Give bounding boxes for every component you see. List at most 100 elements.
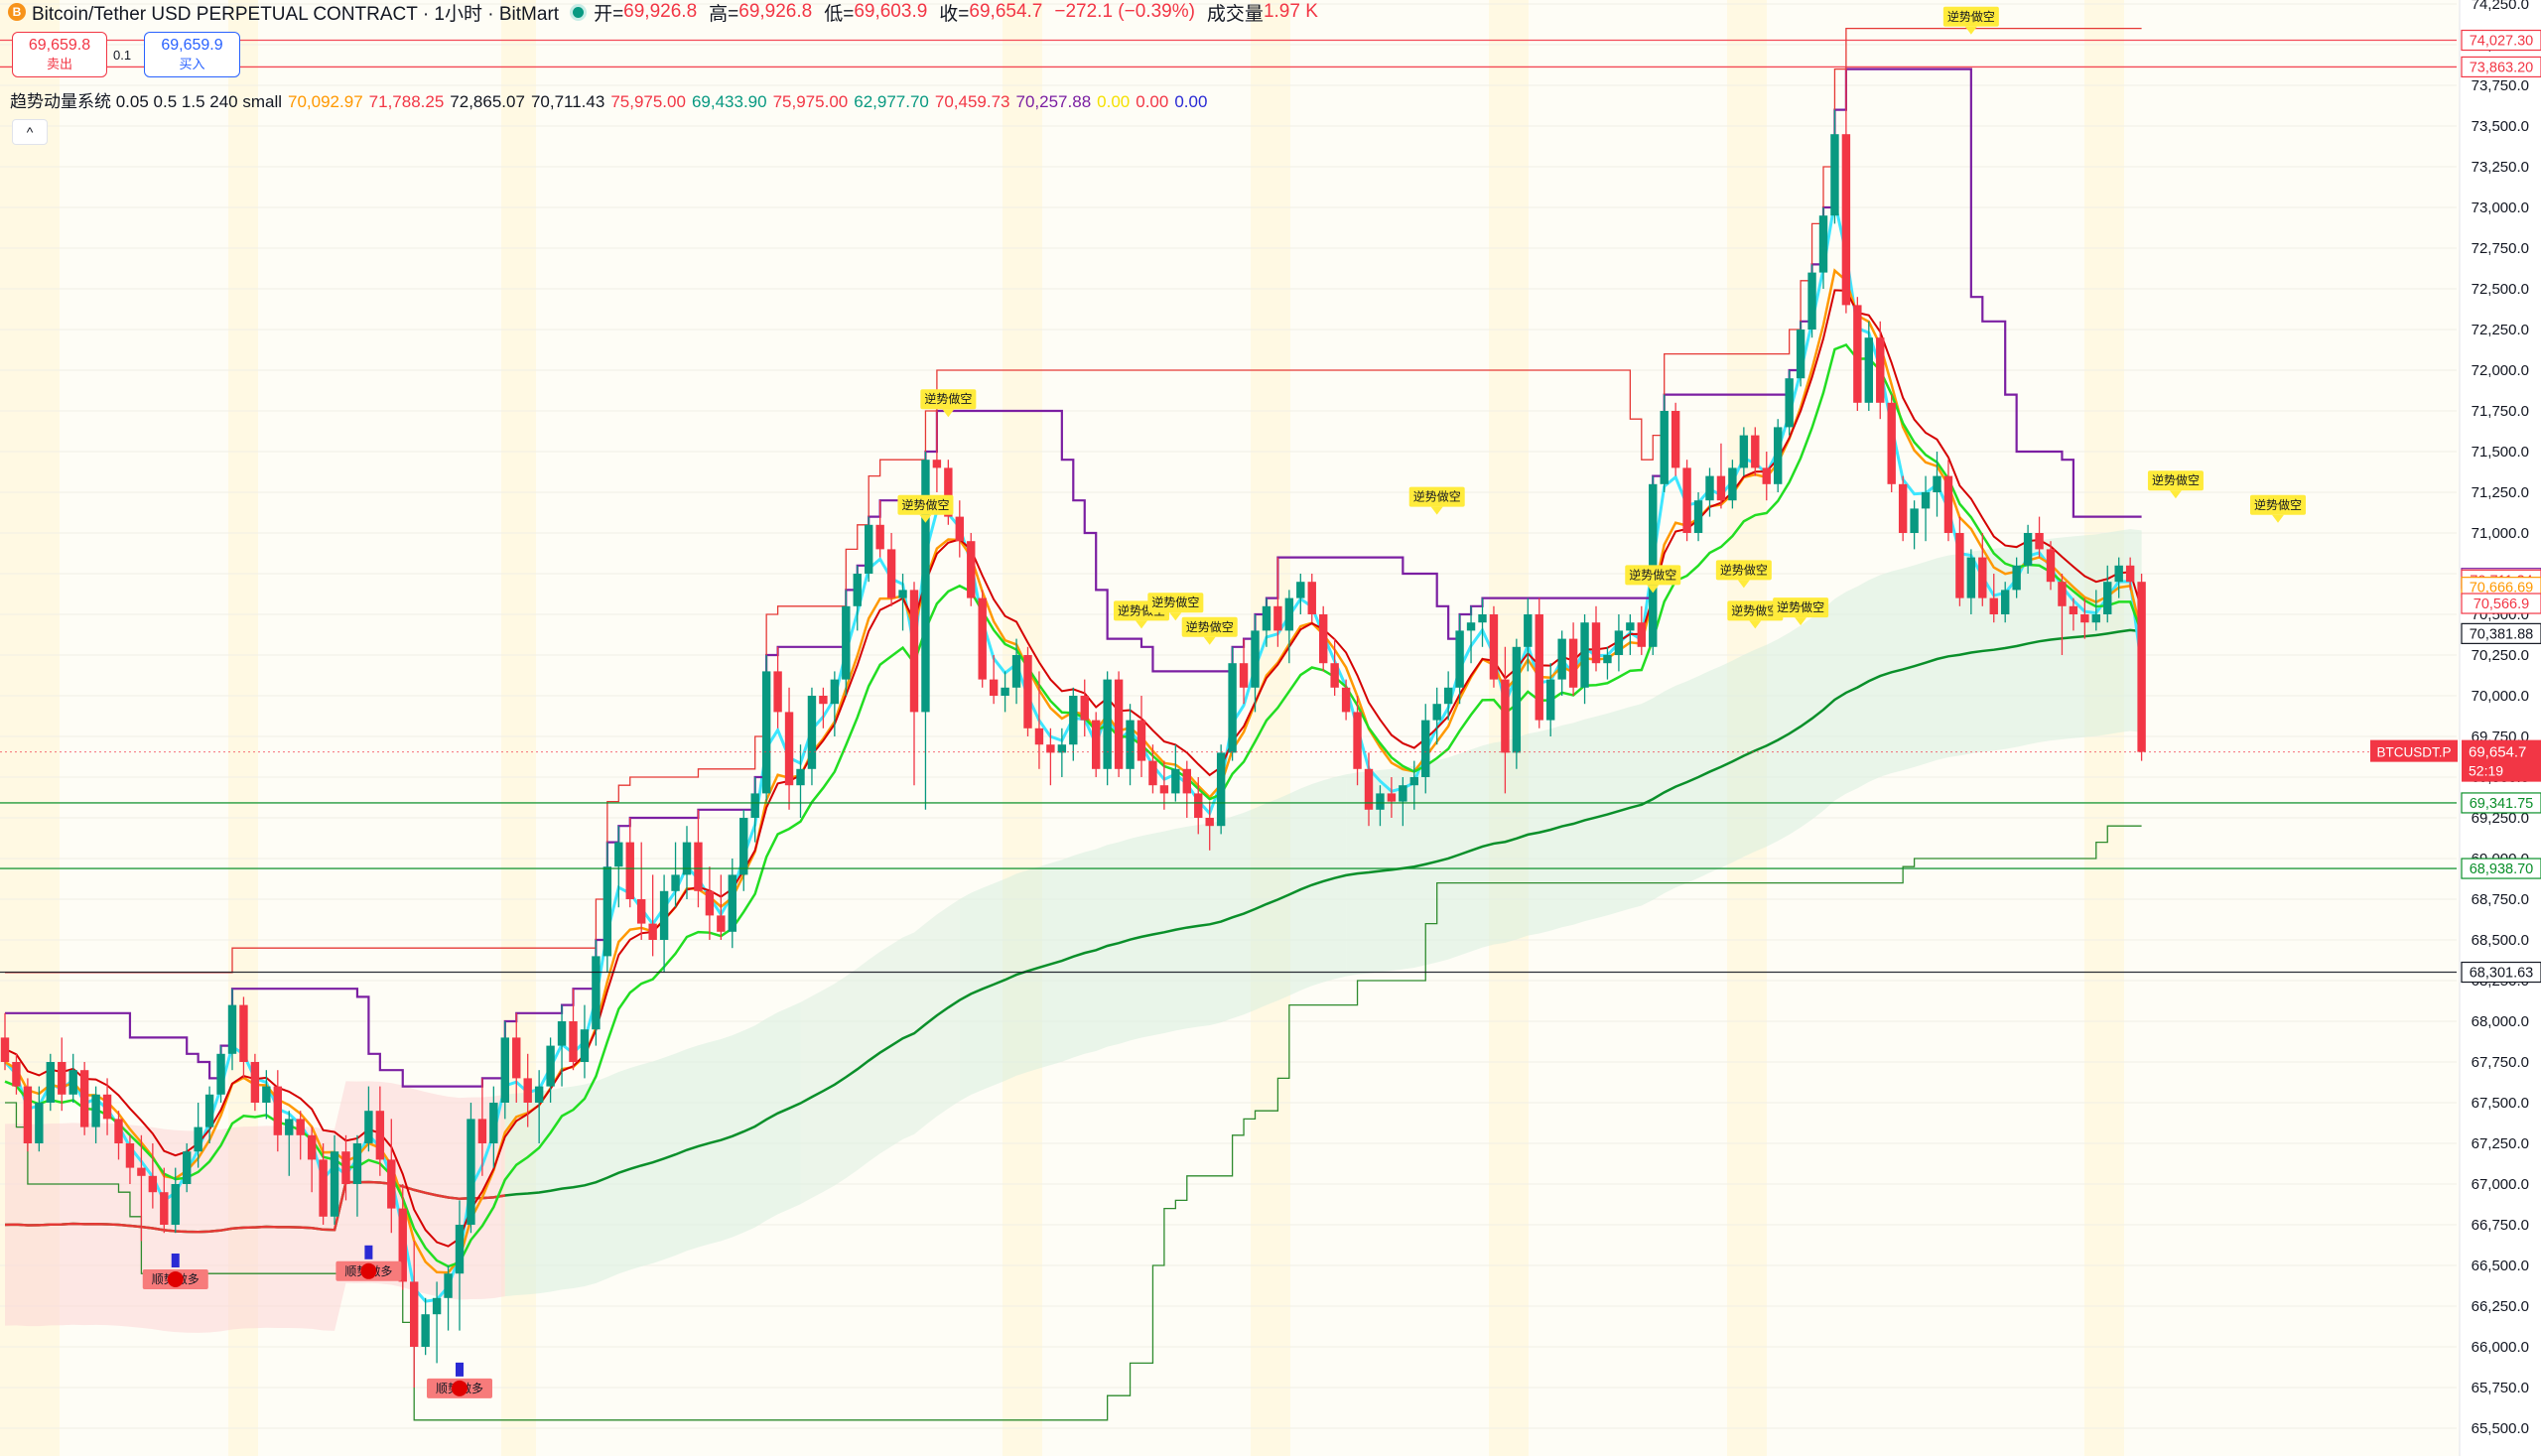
candle-body	[2001, 590, 2010, 614]
buy-button[interactable]: 69,659.9 买入	[144, 32, 240, 77]
price-tick-label: 71,000.0	[2472, 525, 2529, 542]
open-label: 开=	[594, 3, 624, 25]
candle-body	[410, 1281, 419, 1347]
sell-signal-pointer	[1737, 580, 1750, 589]
sell-signal-pointer	[1964, 26, 1977, 35]
candle-body	[1989, 597, 1998, 614]
sell-signal-label-box	[1625, 565, 1681, 586]
candle-body	[0, 1037, 10, 1062]
candle-body	[2012, 565, 2021, 591]
price-tick-label: 71,500.0	[2472, 444, 2529, 461]
volume-label: 成交量	[1206, 3, 1264, 25]
candle-body	[682, 842, 692, 875]
indicator-value: 70,459.73	[934, 92, 1010, 111]
collapse-chevron-icon[interactable]: ^	[12, 119, 48, 145]
candle-body	[398, 1208, 407, 1282]
price-tick-label: 66,500.0	[2472, 1257, 2529, 1274]
resistance-step-line	[5, 27, 2142, 974]
sell-button[interactable]: 69,659.8 卖出	[12, 32, 107, 77]
sell-signal-pointer	[1203, 636, 1216, 645]
candle-body	[1478, 614, 1487, 623]
price-tick-label: 73,000.0	[2472, 199, 2529, 216]
candle-body	[2137, 582, 2146, 752]
high-value: 69,926.8	[738, 1, 813, 22]
sell-signal-label-box	[1715, 560, 1772, 581]
candle-body	[375, 1111, 385, 1160]
candle-body	[46, 1062, 55, 1103]
candle-body	[1512, 646, 1522, 753]
indicator-value: 70,711.43	[530, 92, 605, 111]
candle-body	[523, 1078, 532, 1103]
price-level-label: 68,301.63	[2470, 966, 2534, 982]
candle-body	[761, 671, 771, 794]
candle-body	[58, 1062, 67, 1095]
price-level-label: 68,938.70	[2470, 861, 2534, 877]
candle-body	[1364, 768, 1374, 810]
candle-body	[1660, 411, 1669, 484]
price-tick-label: 69,250.0	[2472, 810, 2529, 827]
price-tick-label: 65,750.0	[2472, 1380, 2529, 1396]
sell-signal-pointer	[2272, 514, 2284, 523]
sell-signal-pointer	[919, 514, 932, 523]
candle-body	[35, 1103, 44, 1143]
candle-body	[341, 1151, 350, 1184]
trend-midline-bear	[4, 1180, 506, 1234]
candle-body	[1807, 272, 1816, 330]
sell-signal-label-box	[2250, 494, 2306, 515]
candle-body	[1421, 720, 1430, 777]
buy-label: 买入	[179, 57, 205, 71]
candle-body	[512, 1037, 521, 1079]
candle-body	[865, 524, 873, 574]
sell-signal-pointer	[2169, 490, 2182, 499]
candle-body	[285, 1119, 294, 1135]
candle-body	[819, 696, 828, 705]
open-value: 69,926.8	[623, 1, 698, 22]
candle-body	[1466, 622, 1476, 631]
candle-body	[1864, 337, 1873, 403]
candle-body	[91, 1094, 100, 1127]
price-tick-label: 71,750.0	[2472, 403, 2529, 420]
candle-body	[1489, 614, 1499, 680]
candle-body	[1114, 679, 1124, 769]
candle-body	[1830, 134, 1839, 216]
candle-body	[886, 549, 896, 598]
symbol-title[interactable]: Bitcoin/Tether USD PERPETUAL CONTRACT · …	[32, 3, 560, 25]
candle-body	[1194, 793, 1203, 818]
sell-signal-pointer	[1795, 617, 1807, 626]
candle-body	[1330, 663, 1339, 688]
candle-body	[1001, 687, 1009, 696]
market-status-icon	[573, 6, 585, 18]
candle-body	[546, 1045, 555, 1087]
candle-body	[1103, 679, 1112, 769]
candle-body	[2091, 614, 2100, 623]
candle-body	[921, 460, 930, 713]
candle-body	[1341, 687, 1351, 713]
candle-body	[1943, 475, 1953, 533]
candle-body	[2046, 549, 2056, 583]
candle-body	[2035, 533, 2044, 550]
candle-body	[659, 890, 669, 940]
price-level-box	[2461, 593, 2541, 614]
candle-body	[307, 1134, 317, 1160]
price-tick-label: 68,500.0	[2472, 932, 2529, 949]
buy-signal-dot	[360, 1262, 377, 1279]
candle-body	[796, 768, 805, 786]
price-level-label: 70,666.69	[2470, 581, 2534, 596]
axis-background	[2460, 0, 2541, 1456]
candle-body	[1353, 712, 1362, 769]
candle-body	[1762, 467, 1771, 484]
candle-body	[102, 1094, 112, 1120]
candle-body	[909, 590, 919, 713]
candle-body	[932, 460, 942, 468]
candle-body	[1092, 720, 1101, 769]
candle-body	[1921, 492, 1931, 509]
candle-body	[444, 1273, 453, 1298]
price-tick-label: 70,250.0	[2472, 647, 2529, 664]
candlestick-series	[0, 68, 2146, 1388]
indicator-legend[interactable]: 趋势动量系统 0.05 0.5 1.5 240 small 70,092.97 71…	[10, 87, 1219, 112]
candle-body	[1818, 215, 1828, 273]
indicator-values: 70,092.97 71,788.25 72,865.07 70,711.43 75,9…	[288, 92, 1213, 111]
session-band	[1003, 0, 1042, 1456]
